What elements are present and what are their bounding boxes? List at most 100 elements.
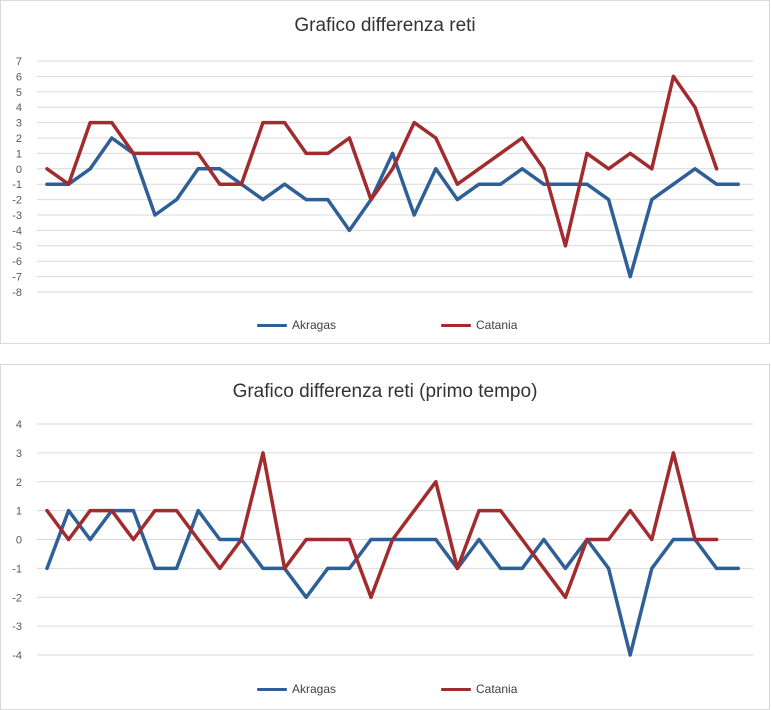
data-point [261, 451, 265, 455]
legend-label-catania: Catania [476, 682, 518, 696]
data-point [347, 228, 351, 232]
data-point [412, 213, 416, 217]
data-point [175, 198, 179, 202]
y-tick-label: -5 [12, 241, 22, 253]
data-point [520, 167, 524, 171]
y-tick-label: 1 [16, 506, 22, 518]
chart-title: Grafico differenza reti (primo tempo) [232, 381, 538, 402]
data-point [412, 509, 416, 513]
data-point [347, 136, 351, 140]
data-point [563, 244, 568, 248]
y-tick-label: -3 [12, 210, 22, 222]
data-point [434, 537, 438, 542]
data-point [671, 182, 676, 186]
data-point [110, 509, 114, 513]
legend-label-akragas: Akragas [292, 318, 337, 332]
legend-swatch-catania [441, 687, 471, 691]
data-point [607, 198, 611, 202]
data-point [542, 537, 546, 542]
data-point [563, 182, 568, 186]
y-tick-label: 3 [16, 118, 22, 130]
data-point [88, 509, 92, 513]
data-point [326, 566, 330, 570]
legend-label-akragas: Akragas [292, 682, 337, 696]
y-axis-ticks: 4 3 2 1 0 -1 -2 -3 -4 [12, 419, 22, 662]
data-point [628, 509, 632, 513]
line-chart-first-half: 4 3 2 1 0 -1 -2 -3 -4 [12, 419, 753, 662]
series-points-catania [45, 74, 719, 248]
data-point [585, 182, 589, 186]
data-point [412, 537, 416, 542]
y-tick-label: 4 [16, 419, 22, 431]
data-point [88, 167, 92, 171]
data-point [45, 167, 49, 171]
data-point [67, 537, 71, 542]
series-line-akragas [45, 136, 740, 279]
data-point [715, 167, 719, 171]
data-point [455, 182, 459, 186]
y-tick-label: -1 [12, 563, 22, 575]
data-point [434, 136, 438, 140]
data-point [715, 537, 719, 542]
data-point [261, 566, 265, 570]
y-tick-label: -6 [12, 256, 22, 268]
data-point [477, 167, 481, 171]
data-point [542, 566, 546, 570]
data-point [196, 509, 200, 513]
legend-item-catania: Catania [441, 682, 517, 696]
data-point [175, 151, 179, 155]
chart-panel-goal-difference: Grafico differenza reti 7 6 5 4 3 2 1 0 -1 -2 -3 -4… [0, 0, 770, 344]
data-point [283, 121, 287, 125]
data-point [283, 566, 287, 570]
data-point [110, 136, 114, 140]
data-point [261, 198, 265, 202]
y-tick-label: 1 [16, 148, 22, 160]
data-point [628, 151, 632, 155]
series-line-akragas [45, 508, 740, 657]
data-point [520, 136, 524, 140]
data-point [218, 167, 222, 171]
data-point [369, 198, 373, 202]
data-point [153, 151, 157, 155]
data-point [628, 653, 632, 657]
data-point [455, 198, 459, 202]
data-point [369, 537, 373, 542]
data-point [218, 537, 222, 542]
y-tick-label: 4 [16, 102, 22, 114]
chart-legend: Akragas Catania [1, 318, 769, 334]
data-point [153, 566, 157, 570]
data-point [218, 182, 222, 186]
data-point [650, 167, 654, 171]
data-point [650, 198, 654, 202]
data-point [67, 509, 71, 513]
data-point [477, 537, 481, 542]
y-tick-label: 0 [16, 164, 22, 176]
data-point [88, 121, 92, 125]
y-tick-label: 0 [16, 535, 22, 547]
data-point [455, 566, 459, 570]
data-point [369, 595, 373, 599]
data-point [671, 537, 676, 542]
y-tick-label: -8 [12, 287, 22, 299]
data-point [499, 151, 503, 155]
data-point [585, 151, 589, 155]
data-point [45, 509, 49, 513]
data-point [499, 182, 503, 186]
data-point [477, 509, 481, 513]
data-point [671, 74, 676, 78]
data-point [196, 151, 200, 155]
y-tick-label: -2 [12, 195, 22, 207]
data-point [326, 537, 330, 542]
data-point [261, 121, 265, 125]
data-point [563, 595, 568, 599]
legend-item-akragas: Akragas [257, 682, 336, 696]
y-tick-label: 2 [16, 477, 22, 489]
data-point [715, 182, 719, 186]
data-point [347, 537, 351, 542]
data-point [607, 537, 611, 542]
data-point [607, 566, 611, 570]
data-point [412, 121, 416, 125]
data-point [196, 537, 200, 542]
data-point [391, 167, 395, 171]
data-point [736, 566, 740, 570]
